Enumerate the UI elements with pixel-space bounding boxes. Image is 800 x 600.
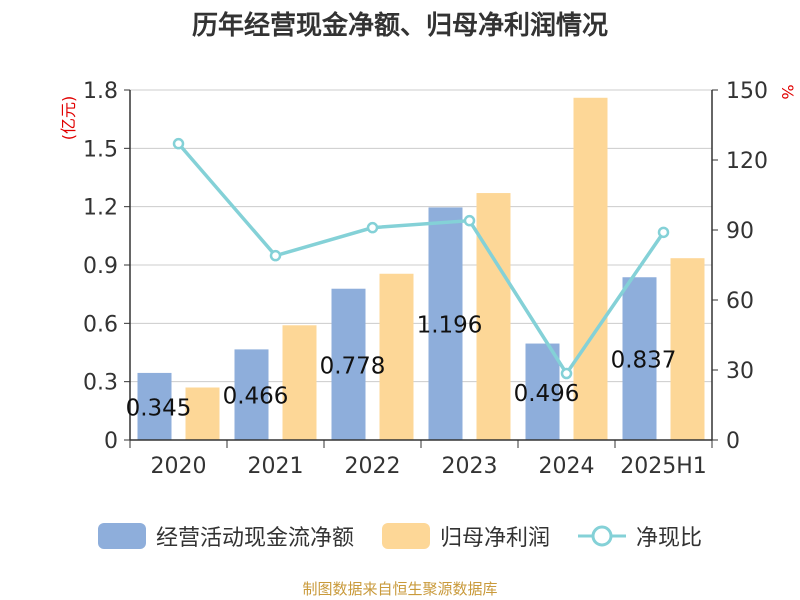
bar-cashflow	[234, 349, 269, 440]
legend-item-ratio[interactable]: 净现比	[578, 520, 702, 552]
ratio-point	[366, 221, 379, 234]
y-axis-left-label: (亿元)	[59, 96, 78, 141]
bars	[137, 97, 705, 441]
y-right-tick-label: 120	[726, 149, 768, 174]
ratio-point	[269, 249, 282, 262]
ratio-line-path	[177, 142, 665, 377]
x-tick-label: 2023	[442, 454, 498, 479]
legend-swatch-net-profit	[381, 523, 430, 549]
legend-label-cashflow: 经营活动现金流净额	[155, 526, 354, 551]
bar-value-label: 1.196	[417, 313, 483, 339]
source-note: 制图数据来自恒生聚源数据库	[302, 580, 498, 598]
x-tick-label: 2020	[151, 454, 207, 479]
ratio-point	[657, 226, 670, 239]
bar-value-label: 0.466	[223, 384, 289, 410]
axes: 0 0.3 0.6 0.9 1.2 1.5 1.8 0 30 60 90 120 150 2020 2021…	[83, 79, 768, 479]
y-right-tick-label: 30	[726, 359, 754, 384]
bar-cashflow	[428, 207, 463, 440]
bar-cashflow	[137, 372, 172, 440]
bar-net-profit	[282, 325, 317, 440]
y-left-tick-label: 0.3	[83, 371, 118, 396]
bar-value-label: 0.345	[126, 395, 192, 421]
y-right-tick-label: 0	[726, 429, 740, 454]
bar-net-profit	[379, 273, 414, 440]
legend-label-net-profit: 归母净利润	[439, 526, 550, 551]
legend: 经营活动现金流净额 归母净利润 净现比	[0, 516, 800, 556]
ratio-point	[560, 367, 573, 380]
legend-swatch-cashflow	[97, 523, 146, 549]
legend-item-cashflow[interactable]: 经营活动现金流净额	[97, 520, 354, 552]
legend-swatch-ratio	[578, 525, 626, 547]
y-left-tick-label: 1.5	[83, 137, 118, 162]
legend-item-net-profit[interactable]: 归母净利润	[381, 520, 550, 552]
bar-cashflow	[622, 277, 657, 440]
bar-net-profit	[670, 258, 705, 440]
bar-value-label: 0.837	[611, 348, 677, 374]
bar-value-label: 0.778	[320, 353, 386, 379]
y-axis-right-label: %	[778, 84, 797, 99]
bar-value-label: 0.496	[514, 381, 580, 407]
y-right-tick-label: 150	[726, 79, 768, 104]
bar-net-profit	[185, 387, 220, 440]
y-right-tick-label: 60	[726, 289, 754, 314]
chart-title: 历年经营现金净额、归母净利润情况	[192, 10, 608, 41]
x-tick-label: 2024	[539, 454, 595, 479]
ratio-line	[172, 137, 670, 380]
y-right-tick-label: 90	[726, 219, 754, 244]
y-left-tick-label: 0.9	[83, 254, 118, 279]
y-left-tick-label: 0.6	[83, 312, 118, 337]
ratio-point	[463, 214, 476, 227]
bar-net-profit	[476, 193, 511, 440]
y-left-tick-label: 0	[104, 429, 118, 454]
x-tick-label: 2025H1	[620, 454, 707, 479]
y-left-tick-label: 1.2	[83, 196, 118, 221]
grid-lines	[130, 89, 712, 383]
bar-net-profit	[573, 97, 608, 441]
bar-cashflow	[525, 343, 560, 440]
ratio-point	[172, 137, 185, 150]
legend-label-ratio: 净现比	[636, 526, 703, 551]
y-left-tick-label: 1.8	[83, 79, 118, 104]
x-tick-label: 2022	[345, 454, 401, 479]
bar-cashflow	[331, 288, 366, 440]
x-tick-label: 2021	[248, 454, 304, 479]
data-labels: 0.345 0.466 0.778 1.196 0.496 0.837	[126, 313, 677, 422]
